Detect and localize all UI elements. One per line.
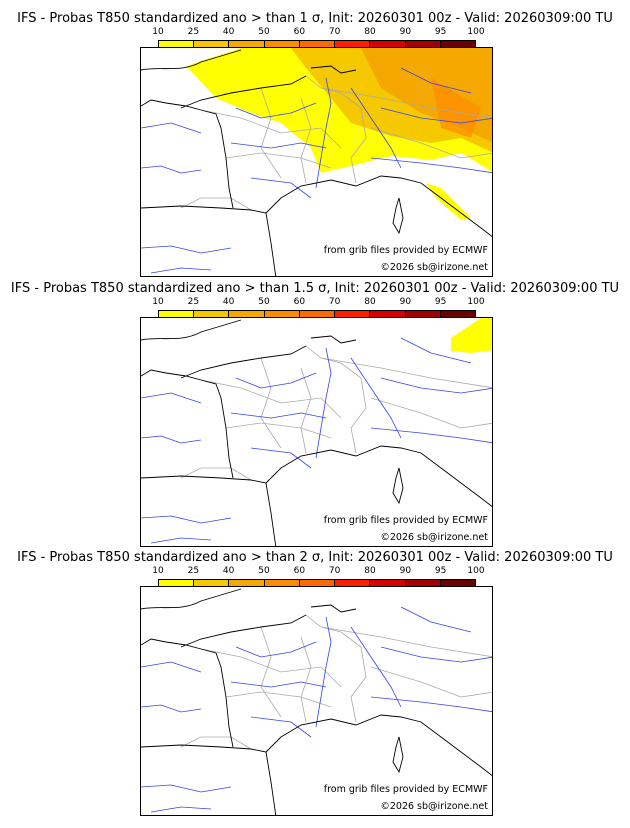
colorbar-tick: 70 xyxy=(328,566,341,576)
colorbar-tick: 80 xyxy=(364,27,376,37)
colorbar-segment xyxy=(299,41,336,48)
colorbar-tick: 80 xyxy=(364,566,376,576)
colorbar-tick: 90 xyxy=(399,27,412,37)
colorbar-tick: 10 xyxy=(152,297,164,307)
colorbar-segment xyxy=(229,41,265,48)
rivers xyxy=(141,67,492,274)
colorbar-legend: 10 25 40 50 60 70 80 90 95 100 xyxy=(152,297,485,319)
panel-2-sigma: IFS - Probas T850 standardized ano > tha… xyxy=(0,539,630,816)
colorbar-tick: 10 xyxy=(152,27,164,37)
admin-borders xyxy=(180,614,492,750)
colorbar-tick: 100 xyxy=(467,297,485,307)
colorbar-segment xyxy=(299,311,336,318)
colorbar-tick: 50 xyxy=(258,566,270,576)
colorbar-segment xyxy=(440,311,475,318)
colorbar-tick: 60 xyxy=(293,27,306,37)
rivers xyxy=(141,337,492,544)
prob-area-10-corsica xyxy=(426,183,471,220)
prob-area-50 xyxy=(431,78,481,138)
colorbar-segment xyxy=(440,580,475,587)
colorbar-tick: 100 xyxy=(467,566,485,576)
colorbar-segment xyxy=(440,41,475,48)
colorbar-segment xyxy=(264,580,300,587)
colorbar-segment xyxy=(405,41,441,48)
colorbar-tick: 50 xyxy=(258,297,270,307)
colorbar-segment xyxy=(229,580,265,587)
colorbar-tick: 70 xyxy=(328,297,341,307)
coastline xyxy=(141,588,492,815)
colorbar-segment xyxy=(159,311,195,318)
probability-map: from grib files provided by ECMWF ©2026 … xyxy=(140,317,493,547)
colorbar-tick: 80 xyxy=(364,297,376,307)
source-credit: from grib files provided by ECMWF xyxy=(323,784,488,795)
admin-borders xyxy=(180,345,492,481)
colorbar-segment xyxy=(159,580,195,587)
map-geography xyxy=(141,48,492,276)
colorbar-tick: 100 xyxy=(467,27,485,37)
panel-1-5-sigma: IFS - Probas T850 standardized ano > tha… xyxy=(0,270,630,547)
coastline xyxy=(141,319,492,546)
copyright: ©2026 sb@irizone.net xyxy=(380,262,488,273)
map-geography xyxy=(141,318,492,546)
coastline xyxy=(141,49,492,276)
map-title: IFS - Probas T850 standardized ano > tha… xyxy=(17,550,613,565)
map-geography xyxy=(141,588,492,815)
colorbar-segment xyxy=(335,41,371,48)
probability-map: from grib files provided by ECMWF ©2026 … xyxy=(140,47,493,277)
colorbar-legend: 10 25 40 50 60 70 80 90 95 100 xyxy=(152,566,485,588)
map-title: IFS - Probas T850 standardized ano > tha… xyxy=(10,281,620,296)
colorbar-tick: 40 xyxy=(222,297,235,307)
colorbar-tick: 95 xyxy=(434,566,447,576)
colorbar-segment xyxy=(264,311,300,318)
colorbar-tick: 90 xyxy=(399,297,412,307)
colorbar-segment xyxy=(335,311,371,318)
colorbar-tick: 95 xyxy=(434,27,447,37)
colorbar-tick: 40 xyxy=(222,566,235,576)
admin-borders xyxy=(180,75,492,211)
colorbar-segment xyxy=(405,311,441,318)
probability-map: from grib files provided by ECMWF ©2026 … xyxy=(140,586,493,816)
colorbar-segment xyxy=(405,580,441,587)
colorbar-segment xyxy=(194,580,230,587)
source-credit: from grib files provided by ECMWF xyxy=(323,515,488,526)
colorbar-tick: 25 xyxy=(187,566,200,576)
colorbar-tick: 90 xyxy=(399,566,412,576)
colorbar-segment xyxy=(229,311,265,318)
colorbar-tick: 70 xyxy=(328,27,341,37)
colorbar-segment xyxy=(264,41,300,48)
source-credit: from grib files provided by ECMWF xyxy=(323,245,488,256)
colorbar-tick: 40 xyxy=(222,27,235,37)
colorbar-tick: 25 xyxy=(187,27,200,37)
colorbar-tick: 25 xyxy=(187,297,200,307)
colorbar-segment xyxy=(370,311,406,318)
prob-area-10 xyxy=(451,318,492,353)
colorbar-legend: 10 25 40 50 60 70 80 90 95 100 xyxy=(152,27,485,49)
colorbar-segment xyxy=(194,311,230,318)
colorbar-segment xyxy=(299,580,336,587)
colorbar-tick: 60 xyxy=(293,566,306,576)
colorbar-segment xyxy=(370,41,406,48)
colorbar-segment xyxy=(370,580,406,587)
colorbar-tick: 10 xyxy=(152,566,164,576)
colorbar-tick: 95 xyxy=(434,297,447,307)
copyright: ©2026 sb@irizone.net xyxy=(380,801,488,812)
colorbar-segment xyxy=(194,41,230,48)
colorbar-segment xyxy=(159,41,195,48)
panel-1-sigma: IFS - Probas T850 standardized ano > tha… xyxy=(0,0,630,277)
map-title: IFS - Probas T850 standardized ano > tha… xyxy=(17,11,613,26)
copyright: ©2026 sb@irizone.net xyxy=(380,532,488,543)
colorbar-segment xyxy=(335,580,371,587)
rivers xyxy=(141,606,492,813)
colorbar-tick: 50 xyxy=(258,27,270,37)
colorbar-tick: 60 xyxy=(293,297,306,307)
